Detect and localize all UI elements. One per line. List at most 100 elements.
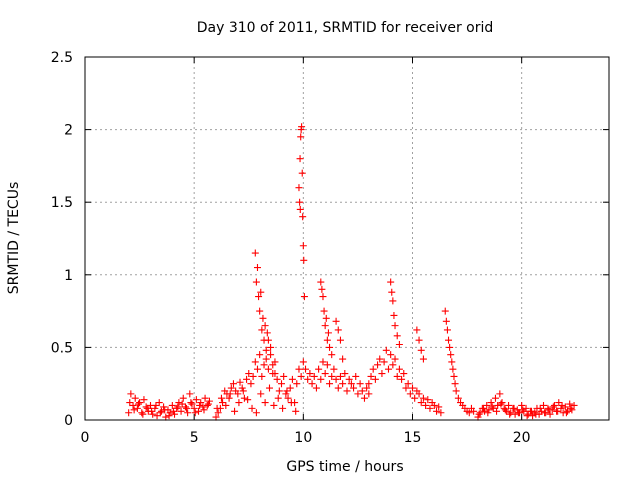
- data-point: [336, 372, 344, 380]
- data-point: [566, 400, 574, 408]
- data-point: [409, 384, 416, 392]
- data-point: [239, 387, 247, 395]
- data-point: [142, 403, 150, 411]
- x-tick-label: 5: [190, 430, 199, 446]
- data-point: [433, 407, 441, 415]
- data-point: [179, 394, 187, 402]
- data-point: [169, 407, 177, 415]
- y-axis-label: SRMTID / TECUs: [6, 182, 22, 295]
- data-point: [448, 358, 456, 366]
- data-point: [395, 340, 403, 348]
- data-point: [441, 307, 449, 315]
- data-point: [275, 387, 283, 395]
- data-point: [269, 361, 277, 369]
- data-point: [261, 399, 269, 407]
- data-point: [274, 394, 282, 402]
- data-point: [446, 343, 454, 351]
- data-point: [341, 370, 349, 378]
- data-point: [214, 409, 222, 417]
- data-point: [384, 365, 392, 373]
- data-point: [561, 403, 569, 411]
- data-point: [558, 401, 566, 409]
- data-point: [173, 404, 181, 412]
- data-point: [299, 242, 307, 250]
- data-point: [130, 406, 138, 414]
- data-point: [192, 396, 200, 404]
- data-point: [160, 403, 168, 411]
- data-point: [322, 314, 330, 322]
- data-point: [415, 336, 423, 344]
- data-point: [332, 375, 340, 383]
- data-point: [465, 409, 473, 417]
- data-point: [339, 380, 347, 388]
- data-point: [415, 390, 423, 398]
- data-point: [328, 351, 336, 359]
- data-point: [256, 351, 264, 359]
- data-point: [293, 380, 301, 388]
- data-point: [540, 401, 547, 409]
- data-point: [152, 401, 160, 409]
- data-point: [487, 399, 495, 407]
- data-point: [354, 390, 362, 398]
- data-point: [227, 384, 235, 392]
- data-point: [165, 412, 173, 420]
- data-point: [245, 370, 253, 378]
- data-point: [155, 399, 163, 407]
- data-point: [243, 375, 251, 383]
- data-point: [531, 409, 539, 417]
- data-point: [236, 378, 244, 386]
- data-point: [262, 346, 270, 354]
- data-point: [371, 375, 379, 383]
- data-point: [390, 311, 398, 319]
- data-point: [564, 407, 572, 415]
- data-point: [358, 387, 366, 395]
- data-point: [475, 410, 483, 418]
- data-point: [323, 361, 331, 369]
- data-point: [286, 384, 294, 392]
- data-point: [280, 372, 288, 380]
- data-point: [545, 406, 553, 414]
- data-point: [270, 401, 278, 409]
- grid: [85, 57, 609, 420]
- data-point: [506, 410, 514, 418]
- data-point: [261, 322, 269, 330]
- data-point: [474, 413, 482, 421]
- data-point: [188, 400, 196, 408]
- data-point: [443, 326, 451, 334]
- data-point: [304, 375, 312, 383]
- data-point: [367, 372, 375, 380]
- data-point: [449, 365, 457, 373]
- data-point: [330, 365, 338, 373]
- data-point: [253, 264, 261, 272]
- y-tick-label: 0: [64, 413, 73, 429]
- x-axis-ticks: 0 5 10 15 20: [81, 57, 531, 446]
- data-point: [177, 407, 185, 415]
- data-point: [536, 404, 544, 412]
- data-point: [184, 409, 192, 417]
- data-point: [430, 401, 438, 409]
- data-point: [323, 336, 331, 344]
- data-point: [546, 410, 554, 418]
- chart-title: Day 310 of 2011, SRMTID for receiver ori…: [197, 20, 494, 36]
- data-point: [388, 288, 396, 296]
- data-point: [298, 169, 306, 177]
- data-point: [494, 401, 502, 409]
- data-point: [350, 384, 358, 392]
- data-point: [201, 394, 209, 402]
- data-point: [133, 404, 141, 412]
- data-point: [251, 249, 259, 257]
- data-point: [298, 123, 306, 131]
- data-point: [382, 346, 390, 354]
- data-point: [267, 351, 275, 359]
- data-point: [334, 326, 342, 334]
- data-point: [249, 372, 257, 380]
- data-point: [143, 404, 151, 412]
- data-point: [447, 351, 455, 359]
- data-point: [248, 404, 256, 412]
- data-point: [140, 396, 148, 404]
- data-point: [178, 400, 186, 408]
- data-point: [129, 401, 137, 409]
- data-point: [181, 403, 189, 411]
- data-point: [299, 213, 307, 221]
